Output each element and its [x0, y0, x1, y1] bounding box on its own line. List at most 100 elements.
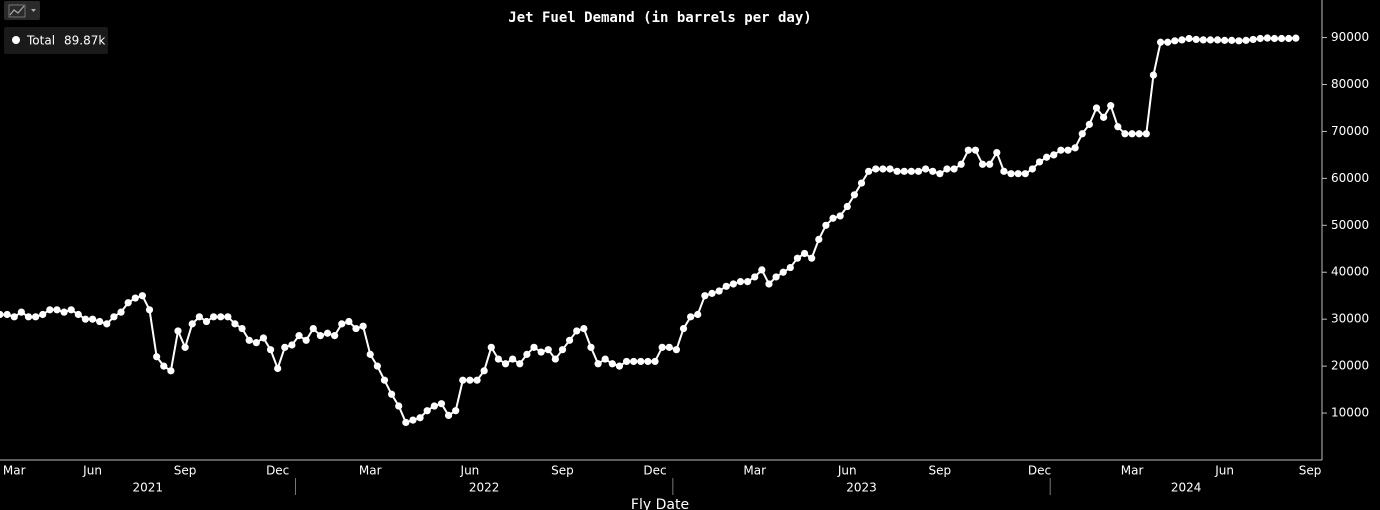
data-point	[437, 400, 446, 408]
data-point	[316, 332, 324, 340]
data-point	[971, 146, 980, 154]
data-point	[60, 308, 68, 316]
data-point	[131, 294, 139, 302]
y-tick-label: 40000	[1331, 265, 1369, 279]
data-point	[10, 313, 18, 321]
y-tick-label: 10000	[1331, 406, 1369, 420]
data-point	[914, 167, 923, 175]
data-point	[1135, 130, 1143, 138]
x-tick-label: Jun	[1214, 464, 1234, 478]
data-point	[708, 289, 716, 297]
data-point	[1028, 165, 1036, 173]
data-point	[1256, 34, 1264, 43]
legend-value: 89.87k	[64, 34, 105, 48]
data-point	[886, 165, 894, 173]
data-point	[530, 343, 538, 351]
data-point	[587, 343, 595, 351]
data-point	[687, 313, 695, 321]
data-point	[402, 418, 410, 427]
y-tick-label: 20000	[1331, 359, 1369, 373]
x-tick-label: Jun	[82, 464, 102, 478]
data-point	[409, 416, 417, 424]
data-point	[843, 202, 851, 211]
data-point	[765, 280, 773, 288]
chart-type-button[interactable]	[4, 1, 40, 20]
data-point	[359, 322, 367, 330]
data-point	[1014, 170, 1022, 178]
data-point	[1249, 35, 1257, 44]
data-point	[323, 329, 332, 337]
x-tick-label: Dec	[266, 464, 289, 478]
data-point	[1128, 130, 1136, 138]
data-point	[124, 299, 132, 307]
data-point	[459, 376, 467, 384]
data-point	[39, 310, 47, 319]
data-point	[259, 334, 268, 342]
data-point	[758, 266, 766, 274]
data-point	[366, 350, 374, 358]
data-point	[922, 165, 930, 173]
data-point	[950, 165, 958, 173]
data-point	[1000, 167, 1008, 175]
data-point	[174, 327, 182, 335]
data-point	[1114, 123, 1122, 131]
data-point	[1057, 146, 1065, 154]
data-point	[110, 313, 118, 321]
x-axis-title: Fly Date	[631, 497, 689, 510]
data-point	[736, 278, 745, 286]
data-point	[217, 313, 225, 321]
data-point	[266, 346, 275, 354]
data-point	[772, 273, 780, 281]
data-point	[309, 324, 317, 333]
data-point	[181, 343, 189, 351]
data-point	[566, 336, 574, 344]
data-point	[103, 320, 111, 328]
data-point	[46, 306, 54, 314]
data-point	[637, 357, 645, 366]
data-point	[430, 402, 438, 410]
data-point	[722, 282, 730, 290]
data-point	[17, 308, 25, 316]
year-label: 2021	[132, 481, 163, 495]
data-point	[288, 341, 296, 349]
data-point	[601, 355, 609, 363]
data-point	[88, 315, 97, 323]
data-point	[53, 306, 61, 314]
data-point	[210, 313, 218, 321]
data-point	[1007, 170, 1015, 178]
data-point	[1242, 36, 1250, 44]
data-point	[701, 292, 709, 300]
data-point	[537, 348, 545, 356]
data-point	[1043, 153, 1051, 161]
data-point	[388, 390, 396, 398]
data-point	[729, 280, 737, 288]
data-point	[395, 402, 403, 410]
data-point	[1192, 35, 1200, 44]
data-point	[202, 317, 211, 326]
x-tick-label: Jun	[460, 464, 480, 478]
data-point	[31, 313, 40, 321]
data-point	[644, 357, 652, 366]
data-point	[1206, 36, 1214, 44]
data-point	[630, 357, 638, 366]
y-tick-label: 30000	[1331, 312, 1369, 326]
data-point	[1292, 34, 1300, 42]
data-point	[1270, 34, 1279, 43]
data-point	[879, 165, 887, 173]
data-point	[1213, 36, 1222, 44]
data-point	[1021, 170, 1029, 178]
data-point	[160, 362, 168, 370]
data-point	[3, 310, 11, 319]
data-point	[1050, 151, 1058, 159]
data-point	[1171, 37, 1179, 45]
data-point	[800, 249, 809, 258]
data-point	[786, 263, 794, 272]
data-point	[117, 308, 125, 316]
data-point	[815, 235, 823, 243]
data-point	[872, 165, 880, 173]
data-point	[679, 324, 688, 333]
data-point	[302, 336, 310, 344]
